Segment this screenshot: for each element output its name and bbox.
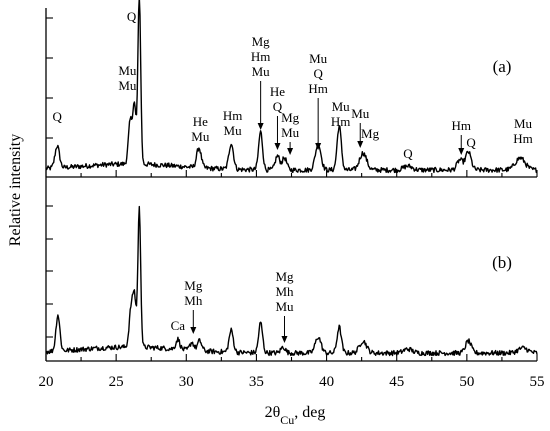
peak-label: Q <box>53 109 63 124</box>
peak-arrowhead <box>274 143 281 150</box>
x-tick-label: 35 <box>249 374 264 390</box>
peak-label: Ca <box>171 318 186 333</box>
chart-axes: 20 25 30 35 40 45 50 55 <box>39 8 545 390</box>
peak-arrowhead <box>315 143 322 150</box>
peak-arrowhead <box>458 148 465 155</box>
x-axis-label-suffix: , deg <box>294 404 325 421</box>
xrd-traces <box>45 0 538 357</box>
x-tick-label: 50 <box>459 374 474 390</box>
x-axis-label-sub: Cu <box>280 413 294 427</box>
peak-label: Hm <box>331 114 351 129</box>
peak-annotations: QMuMuQHeMuHmMuMgHmMuHeQMgMuMuQHmMuHmMuMg… <box>53 9 533 343</box>
x-tick-label: 25 <box>109 374 124 390</box>
peak-label: Mu <box>118 78 137 93</box>
peak-label: Mu <box>514 116 533 131</box>
peak-label: Mu <box>351 106 370 121</box>
peak-label: Mu <box>309 51 328 66</box>
peak-label: Mg <box>275 269 294 284</box>
peak-arrowhead <box>287 148 294 155</box>
x-tick-label: 45 <box>389 374 404 390</box>
x-tick-label: 55 <box>530 374 545 390</box>
peak-label: Hm <box>451 118 471 133</box>
peak-label: Hm <box>513 131 533 146</box>
x-axis-label-base: 2θ <box>265 404 281 421</box>
peak-arrowhead <box>257 123 264 130</box>
peak-label: Mg <box>361 126 380 141</box>
y-axis-label: Relative intensity <box>7 134 24 246</box>
xrd-trace-a <box>45 0 538 174</box>
peak-label: Mu <box>224 123 243 138</box>
peak-label: Mg <box>252 34 271 49</box>
peak-label: Q <box>273 99 283 114</box>
peak-label: Mu <box>281 125 300 140</box>
peak-label: Mh <box>275 284 294 299</box>
peak-label: Hm <box>308 81 328 96</box>
panel-label-b: (b) <box>492 253 512 272</box>
peak-arrowhead <box>190 327 197 334</box>
x-axis-label: 2θCu, deg <box>265 404 326 427</box>
x-tick-label: 40 <box>319 374 334 390</box>
peak-label: Mu <box>118 63 137 78</box>
peak-label: Q <box>127 9 137 24</box>
peak-label: Mu <box>332 99 351 114</box>
x-tick-label: 20 <box>39 374 54 390</box>
panel-label-a: (a) <box>493 57 512 76</box>
peak-label: Q <box>313 66 323 81</box>
peak-label: He <box>270 84 285 99</box>
peak-label: Hm <box>251 49 271 64</box>
xrd-trace-b <box>45 205 538 357</box>
peak-arrowhead <box>281 336 288 343</box>
peak-label: Q <box>403 146 413 161</box>
peak-label: Q <box>466 135 476 150</box>
peak-arrowhead <box>357 141 364 148</box>
peak-label: Mu <box>191 129 210 144</box>
x-tick-label: 30 <box>179 374 194 390</box>
peak-label: Mu <box>252 64 271 79</box>
peak-label: Mg <box>184 278 203 293</box>
peak-label: He <box>193 114 208 129</box>
peak-label: Hm <box>223 108 243 123</box>
peak-label: Mg <box>281 110 300 125</box>
peak-label: Mu <box>275 299 294 314</box>
peak-label: Mh <box>184 293 203 308</box>
